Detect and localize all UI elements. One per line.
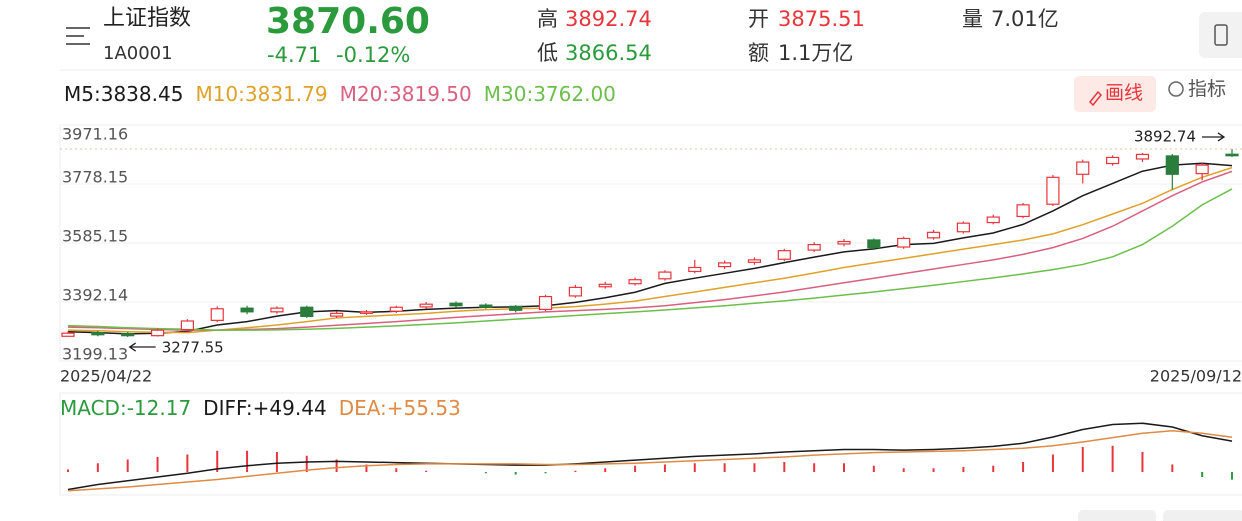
candle-body <box>628 279 642 285</box>
stat-label: 量 <box>962 7 983 31</box>
ma-legend-item: M5:3838.45 <box>64 82 184 106</box>
candle-body <box>1076 161 1090 175</box>
candle-body <box>150 329 165 337</box>
ma-legend: M5:3838.45 M10:3831.79 M20:3819.50 M30:3762… <box>64 84 628 104</box>
low-annotation: 3277.55 <box>162 339 224 357</box>
stat-value: 3875.51 <box>778 7 865 31</box>
candle-body <box>538 295 553 310</box>
candle-body <box>180 320 194 331</box>
stat-value: 7.01亿 <box>991 7 1059 31</box>
tab[interactable] <box>1078 510 1156 521</box>
candle-body <box>986 216 1000 224</box>
stat-value: 1.1万亿 <box>778 41 854 65</box>
candle-body <box>747 259 762 263</box>
y-tick-label: 3392.14 <box>62 285 128 304</box>
candle-body <box>568 286 582 297</box>
x-tick-label: 2025/04/22 <box>60 367 152 386</box>
candle-body <box>658 271 672 280</box>
candle-body <box>777 250 791 260</box>
candle-body <box>837 240 851 245</box>
device-icon <box>1214 24 1228 46</box>
stat-label: 高 <box>537 7 558 31</box>
candle-body <box>1016 204 1030 218</box>
macd-line <box>67 422 1233 491</box>
candle-body <box>210 308 224 321</box>
index-code: 1A0001 <box>103 43 173 64</box>
candle-body <box>1165 155 1179 175</box>
candle-body <box>688 266 702 273</box>
high-arrow <box>1202 132 1226 142</box>
device-button[interactable] <box>1199 12 1242 58</box>
candle-body <box>270 307 284 313</box>
candle-body <box>1135 153 1150 160</box>
y-tick-label: 3585.15 <box>62 226 128 245</box>
draw-label[interactable]: 画线 <box>1105 82 1144 104</box>
candle-body <box>449 302 463 307</box>
candle-body <box>419 303 433 308</box>
candle-body <box>509 305 523 311</box>
stat-value: 3866.54 <box>565 41 652 65</box>
ma-legend-item: M30:3762.00 <box>483 82 616 106</box>
macd-legend-item: DEA:+55.53 <box>338 396 461 420</box>
candle-body <box>956 222 970 233</box>
high-annotation: 3892.74 <box>1134 127 1196 145</box>
candle-body <box>359 311 374 314</box>
menu-icon[interactable] <box>66 27 90 45</box>
stat-label: 低 <box>537 41 558 65</box>
ma-legend-item: M10:3831.79 <box>195 82 328 106</box>
candle-body <box>867 239 881 249</box>
candle-body <box>718 262 732 268</box>
price: 3870.60 <box>266 1 430 42</box>
stat-value: 3892.74 <box>565 7 652 31</box>
ma-line <box>67 166 1233 334</box>
candle-body <box>300 306 314 318</box>
y-tick-label: 3971.16 <box>62 125 128 144</box>
macd-legend-item: DIFF:+49.44 <box>203 396 327 420</box>
candle-body <box>1195 164 1209 175</box>
macd-legend-item: MACD:-12.17 <box>60 396 192 420</box>
indicator-label[interactable]: 指标 <box>1188 78 1227 100</box>
ma-legend-item: M20:3819.50 <box>339 82 472 106</box>
candle-body <box>598 283 612 288</box>
ma-line <box>67 170 1233 331</box>
candle-body <box>1046 176 1060 205</box>
candle-body <box>240 307 254 313</box>
macd-line <box>67 429 1233 492</box>
candle-body <box>897 237 911 248</box>
candle-body <box>926 231 941 239</box>
stat-label: 开 <box>748 7 769 31</box>
ma-line <box>67 188 1233 331</box>
candle-body <box>121 333 135 337</box>
pen-icon <box>1088 90 1103 107</box>
gauge-icon <box>1168 81 1184 97</box>
index-name: 上证指数 <box>103 6 192 31</box>
candle-body <box>330 312 344 317</box>
stat-label: 额 <box>748 41 769 65</box>
candle-body <box>61 332 75 337</box>
tab[interactable] <box>1163 510 1242 521</box>
candle-body <box>1225 153 1239 157</box>
ma-line <box>67 162 1233 335</box>
change: -4.71 <box>267 43 322 67</box>
x-tick-label: 2025/09/12 <box>1150 367 1242 386</box>
candle-body <box>479 304 493 308</box>
candle-body <box>807 243 821 251</box>
macd-legend: MACD:-12.17 DIFF:+49.44 DEA:+55.53 <box>60 398 473 418</box>
candle-body <box>91 332 105 336</box>
y-tick-label: 3199.13 <box>62 345 128 364</box>
y-tick-label: 3778.15 <box>62 168 128 187</box>
candle-body <box>389 306 403 312</box>
low-arrow <box>128 342 156 352</box>
candle-body <box>1106 156 1120 165</box>
change-pct: -0.12% <box>336 43 411 67</box>
